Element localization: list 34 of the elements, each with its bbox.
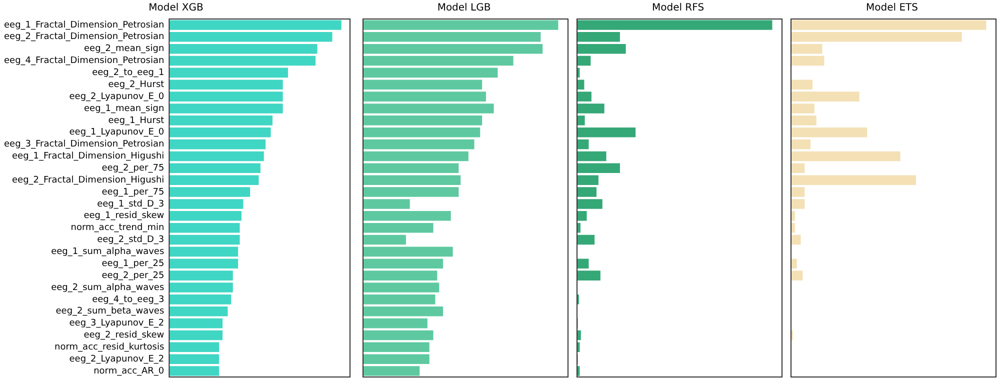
y-tick-label: eeg_3_Lyapunov_E_2 bbox=[69, 318, 164, 329]
y-tick-label: norm_acc_AR_0 bbox=[94, 366, 164, 376]
y-tick-label: eeg_2_Fractal_Dimension_Higushi bbox=[12, 175, 164, 186]
y-tick-label: eeg_2_mean_sign bbox=[84, 44, 164, 54]
y-tick-label: eeg_1_Hurst bbox=[108, 116, 165, 126]
chart-title: Model ETS bbox=[866, 2, 918, 14]
y-tick-label: eeg_1_per_25 bbox=[102, 258, 164, 269]
chart-title: Model LGB bbox=[437, 2, 491, 14]
y-tick-label: eeg_2_sum_alpha_waves bbox=[51, 282, 164, 293]
y-tick-label: eeg_2_to_eeg_1 bbox=[92, 68, 164, 78]
y-tick-label: eeg_1_Fractal_Dimension_Higushi bbox=[12, 152, 164, 162]
y-tick-label: eeg_2_resid_skew bbox=[84, 330, 164, 341]
y-tick-label: eeg_2_sum_beta_waves bbox=[56, 306, 164, 317]
y-tick-label: norm_acc_resid_kurtosis bbox=[54, 342, 164, 353]
y-tick-label: eeg_1_resid_skew bbox=[84, 211, 164, 222]
y-tick-label: eeg_3_Fractal_Dimension_Petrosian bbox=[4, 140, 164, 150]
y-tick-label: eeg_4_to_eeg_3 bbox=[92, 294, 164, 305]
y-tick-label: eeg_1_mean_sign bbox=[84, 104, 164, 114]
chart-title: Model XGB bbox=[148, 2, 204, 14]
y-tick-label: eeg_2_std_D_3 bbox=[97, 235, 164, 246]
y-tick-label: eeg_2_per_75 bbox=[102, 164, 164, 174]
chart-title: Model RFS bbox=[652, 2, 704, 14]
y-tick-label: eeg_2_Lyapunov_E_0 bbox=[69, 92, 164, 102]
y-tick-label: eeg_2_Lyapunov_E_2 bbox=[69, 354, 164, 364]
y-tick-label: eeg_2_per_25 bbox=[102, 270, 164, 281]
y-tick-label: eeg_1_Fractal_Dimension_Petrosian bbox=[4, 20, 164, 30]
y-tick-label: eeg_1_sum_alpha_waves bbox=[51, 247, 164, 258]
y-tick-label: eeg_4_Fractal_Dimension_Petrosian bbox=[4, 56, 164, 66]
y-tick-label: eeg_1_per_75 bbox=[102, 187, 164, 198]
y-tick-label: eeg_1_Lyapunov_E_0 bbox=[69, 128, 164, 138]
y-tick-label: eeg_2_Hurst bbox=[108, 80, 165, 90]
y-tick-label: eeg_1_std_D_3 bbox=[97, 199, 164, 210]
y-tick-label: eeg_2_Fractal_Dimension_Petrosian bbox=[4, 32, 164, 42]
y-tick-label: norm_acc_trend_min bbox=[70, 223, 164, 234]
